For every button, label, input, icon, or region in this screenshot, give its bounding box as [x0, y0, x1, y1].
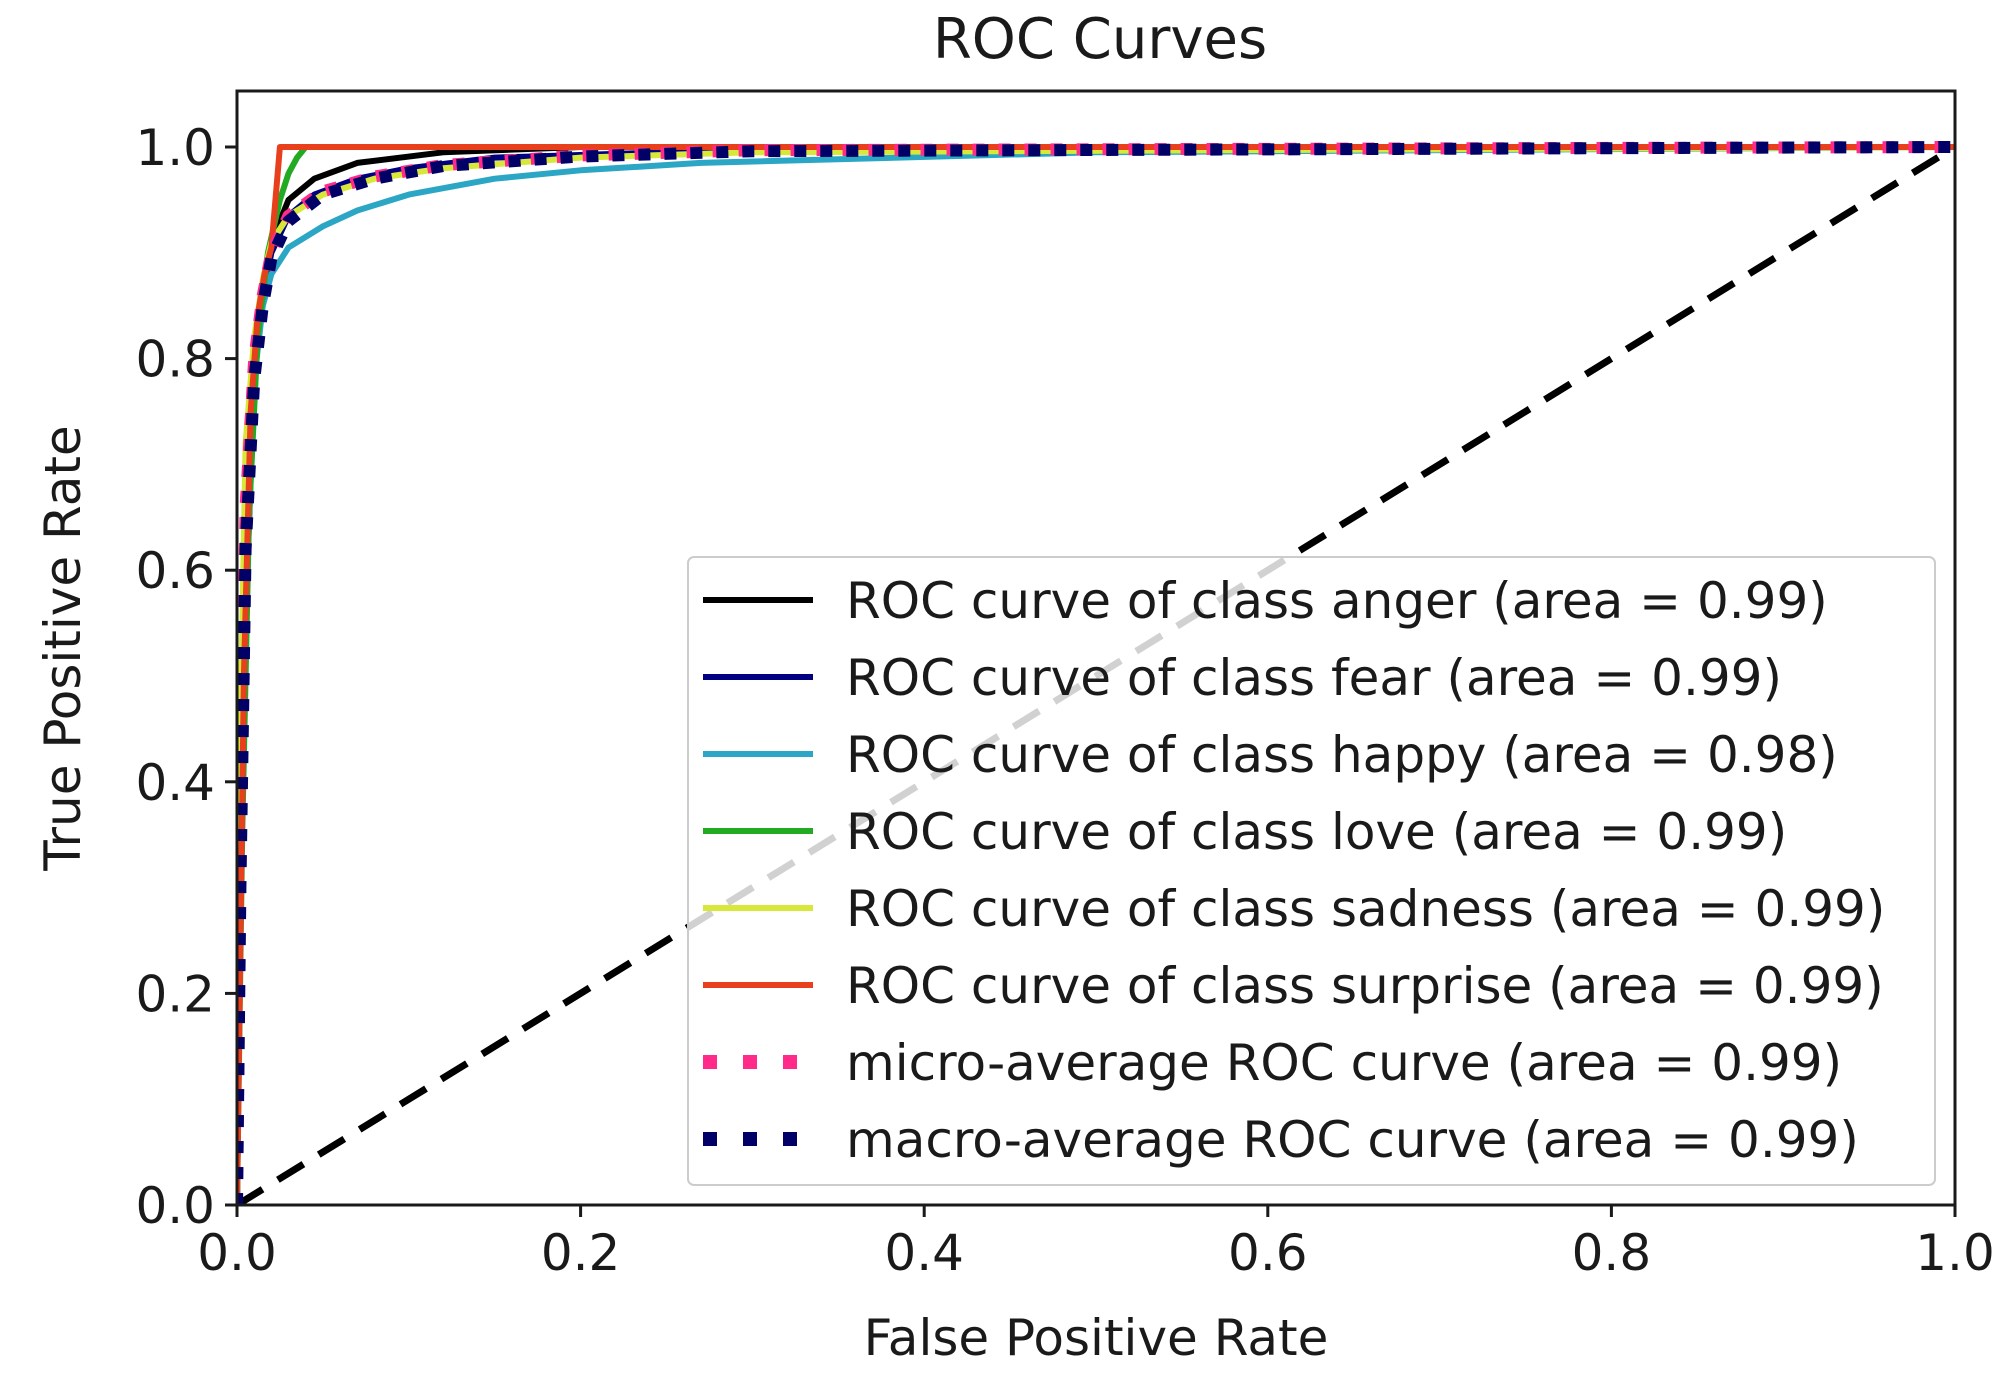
x-tick-label: 0.8	[1572, 1224, 1652, 1282]
series-line-macro-average-roc-curve	[237, 141, 1955, 1205]
chart-title: ROC Curves	[933, 7, 1267, 72]
plot-area-frame	[235, 89, 1957, 1207]
legend-entry-label: ROC curve of class anger (area = 0.99)	[846, 572, 1828, 630]
y-tick-label: 0.4	[135, 754, 215, 812]
legend-entry-label: ROC curve of class sadness (area = 0.99)	[846, 880, 1885, 938]
legend-entry-label: ROC curve of class surprise (area = 0.99…	[846, 957, 1884, 1015]
y-tick-label: 1.0	[135, 119, 215, 177]
legend-entry-label: macro-average ROC curve (area = 0.99)	[846, 1111, 1859, 1169]
x-tick-label: 0.4	[884, 1224, 964, 1282]
x-tick-label: 0.2	[541, 1224, 621, 1282]
legend-entry-label: ROC curve of class love (area = 0.99)	[846, 803, 1787, 861]
y-tick-label: 0.8	[135, 331, 215, 389]
legend-entry-label: micro-average ROC curve (area = 0.99)	[846, 1034, 1842, 1092]
legend-entry-label: ROC curve of class happy (area = 0.98)	[846, 726, 1838, 784]
legend-box	[687, 556, 1936, 1186]
y-tick-label: 0.2	[135, 965, 215, 1023]
legend-entry-label: ROC curve of class fear (area = 0.99)	[846, 649, 1782, 707]
y-tick-label: 0.6	[135, 542, 215, 600]
legend: ROC curve of class anger (area = 0.99) RO…	[687, 556, 1936, 1186]
x-tick-label: 0.0	[197, 1224, 277, 1282]
x-tick-label: 1.0	[1915, 1224, 1995, 1282]
x-tick-label: 0.6	[1228, 1224, 1308, 1282]
y-tick-label: 0.0	[135, 1177, 215, 1235]
y-axis-label: True Positive Rate	[34, 425, 92, 871]
x-axis-label: False Positive Rate	[864, 1309, 1329, 1367]
